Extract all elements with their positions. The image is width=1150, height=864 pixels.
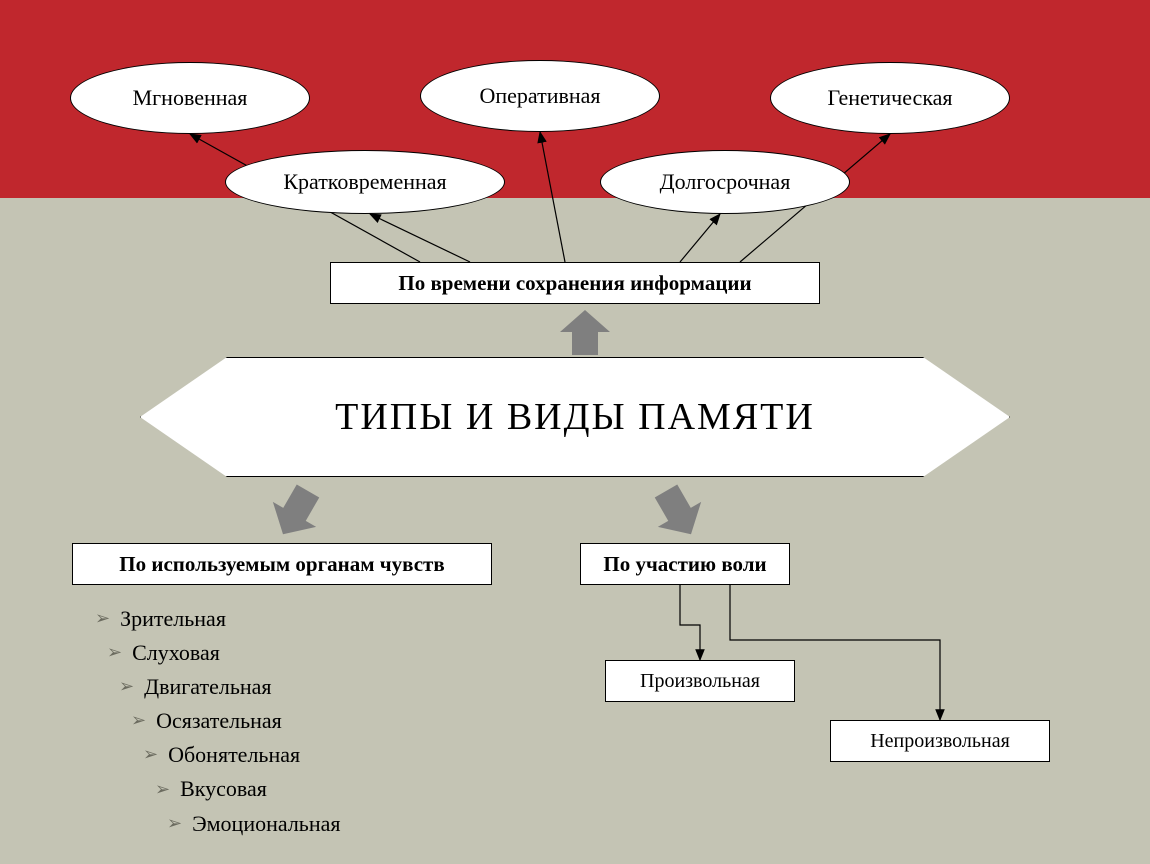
chevron-icon: ➢	[95, 605, 110, 633]
ellipse-label: Генетическая	[827, 85, 952, 111]
chevron-icon: ➢	[107, 639, 122, 667]
ellipse-label: Оперативная	[479, 83, 600, 109]
list-item-label: Эмоциональная	[192, 807, 340, 841]
block-arrow-down-right	[650, 483, 705, 543]
list-item: ➢ Зрительная	[95, 602, 341, 636]
list-item-label: Вкусовая	[180, 772, 267, 806]
ellipse-geneticheskaya: Генетическая	[770, 62, 1010, 134]
list-item: ➢ Обонятельная	[143, 738, 341, 772]
ellipse-label: Долгосрочная	[660, 169, 791, 195]
category-time-box: По времени сохранения информации	[330, 262, 820, 304]
will-child-neproizvolnaya: Непроизвольная	[830, 720, 1050, 762]
chevron-icon: ➢	[143, 741, 158, 769]
list-item: ➢ Двигательная	[119, 670, 341, 704]
ellipse-operativnaya: Оперативная	[420, 60, 660, 132]
list-item-label: Зрительная	[120, 602, 226, 636]
will-child-proizvolnaya: Произвольная	[605, 660, 795, 702]
list-item-label: Обонятельная	[168, 738, 300, 772]
will-child-label: Непроизвольная	[870, 730, 1010, 753]
category-label: По используемым органам чувств	[119, 552, 444, 577]
category-will-box: По участию воли	[580, 543, 790, 585]
category-label: По времени сохранения информации	[398, 271, 751, 296]
block-arrow-up	[560, 310, 610, 360]
ellipse-kratkovremennaya: Кратковременная	[225, 150, 505, 214]
list-item-label: Осязательная	[156, 704, 282, 738]
list-item: ➢ Слуховая	[107, 636, 341, 670]
chevron-icon: ➢	[155, 776, 170, 804]
block-arrow-down-left	[270, 483, 325, 543]
chevron-icon: ➢	[167, 810, 182, 838]
list-item-label: Слуховая	[132, 636, 220, 670]
ellipse-mgnomennaya: Мгновенная	[70, 62, 310, 134]
ellipse-label: Кратковременная	[283, 169, 446, 195]
will-child-label: Произвольная	[640, 670, 760, 693]
senses-list: ➢ Зрительная ➢ Слуховая ➢ Двигательная ➢ Осязат…	[95, 602, 341, 841]
ellipse-label: Мгновенная	[133, 85, 248, 111]
main-title-box: ТИПЫ И ВИДЫ ПАМЯТИ	[140, 357, 1010, 477]
main-title-text: ТИПЫ И ВИДЫ ПАМЯТИ	[141, 395, 1009, 439]
ellipse-dolgosrochnaya: Долгосрочная	[600, 150, 850, 214]
list-item: ➢ Вкусовая	[155, 772, 341, 806]
category-senses-box: По используемым органам чувств	[72, 543, 492, 585]
list-item-label: Двигательная	[144, 670, 271, 704]
chevron-icon: ➢	[131, 707, 146, 735]
list-item: ➢ Эмоциональная	[167, 807, 341, 841]
list-item: ➢ Осязательная	[131, 704, 341, 738]
category-label: По участию воли	[603, 552, 766, 577]
chevron-icon: ➢	[119, 673, 134, 701]
